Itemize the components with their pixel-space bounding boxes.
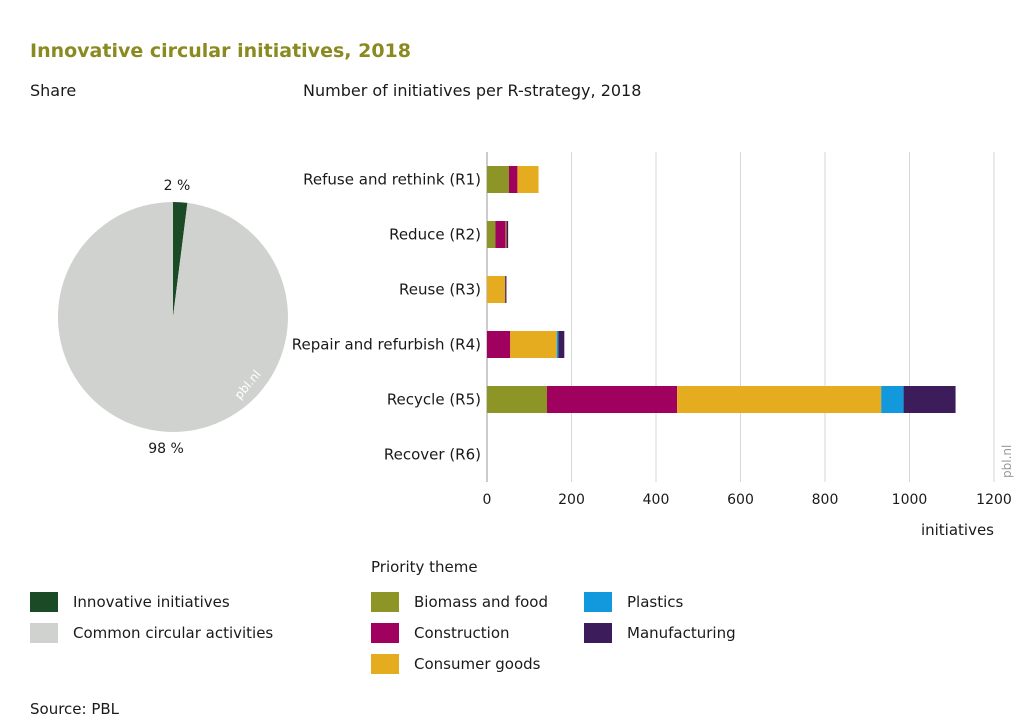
- legend-item-manufacturing: Manufacturing: [584, 617, 736, 648]
- bar-segment-construction: [508, 166, 518, 193]
- pie-chart: 2 %98 %pbl.nl: [57, 178, 288, 457]
- bar-segment-manufacturing: [506, 221, 509, 248]
- bar-watermark: pbl.nl: [1000, 445, 1014, 478]
- bar-segment-consumer: [677, 386, 882, 413]
- legend-item-construction: Construction: [371, 617, 510, 648]
- bar-subtitle: Number of initiatives per R-strategy, 20…: [303, 81, 642, 100]
- x-axis-label: initiatives: [921, 521, 994, 539]
- legend-swatch-consumer: [371, 653, 399, 674]
- legend-swatch-manufacturing: [584, 622, 612, 643]
- bar-segment-biomass: [487, 221, 496, 248]
- x-tick-label: 400: [643, 492, 670, 508]
- legend-label-biomass: Biomass and food: [414, 592, 548, 611]
- legend-swatch-plastics: [584, 591, 612, 612]
- x-tick-label: 0: [483, 492, 492, 508]
- bar-segment-consumer: [487, 276, 506, 303]
- theme-legend: Biomass and food Construction Consumer g…: [371, 586, 791, 686]
- bar-segment-construction: [487, 331, 511, 358]
- legend-swatch-construction: [371, 622, 399, 643]
- pie-slice-innovative: [173, 202, 188, 317]
- bar-segment-manufacturing: [903, 386, 956, 413]
- legend-swatch-common: [30, 622, 58, 643]
- legend-label-consumer: Consumer goods: [414, 654, 541, 673]
- pie-label-common: 98 %: [148, 441, 184, 457]
- legend-swatch-biomass: [371, 591, 399, 612]
- pie-legend: Innovative initiatives Common circular a…: [30, 586, 273, 648]
- x-tick-label: 600: [727, 492, 754, 508]
- legend-item-biomass: Biomass and food: [371, 586, 548, 617]
- legend-label-construction: Construction: [414, 623, 510, 642]
- category-label: Repair and refurbish (R4): [292, 336, 481, 354]
- bar-chart: 0 200 400 600 800 1000 1200 initiatives Refuse a…: [292, 152, 1014, 539]
- bar-segment-consumer: [505, 221, 507, 248]
- legend-item-common: Common circular activities: [30, 617, 273, 648]
- legend-item-consumer: Consumer goods: [371, 648, 540, 679]
- bar-segment-plastics: [556, 331, 559, 358]
- bar-segment-construction: [495, 221, 506, 248]
- legend-label-manufacturing: Manufacturing: [627, 623, 736, 642]
- bar-segment-manufacturing: [558, 331, 565, 358]
- theme-legend-title: Priority theme: [371, 558, 478, 576]
- category-label: Reduce (R2): [389, 226, 481, 244]
- legend-item-innovative: Innovative initiatives: [30, 586, 273, 617]
- legend-label-plastics: Plastics: [627, 592, 684, 611]
- x-tick-label: 1200: [976, 492, 1012, 508]
- category-label: Recycle (R5): [387, 391, 481, 409]
- legend-item-plastics: Plastics: [584, 586, 683, 617]
- source-note: Source: PBL: [30, 700, 120, 718]
- bar-segment-consumer: [517, 166, 539, 193]
- legend-swatch-innovative: [30, 591, 58, 612]
- x-tick-label: 800: [812, 492, 839, 508]
- pie-subtitle: Share: [30, 81, 77, 100]
- category-label: Refuse and rethink (R1): [303, 171, 481, 189]
- chart-title: Innovative circular initiatives, 2018: [30, 40, 411, 62]
- x-tick-label: 200: [558, 492, 585, 508]
- pie-slice-common: [57, 202, 288, 432]
- category-label: Recover (R6): [384, 446, 481, 464]
- x-tick-label: 1000: [892, 492, 928, 508]
- bar-segment-manufacturing: [505, 276, 507, 303]
- bar-segment-construction: [547, 386, 678, 413]
- legend-label-common: Common circular activities: [73, 623, 274, 642]
- bar-segment-biomass: [487, 166, 509, 193]
- pie-label-innovative: 2 %: [164, 178, 191, 194]
- bar-segment-biomass: [487, 386, 547, 413]
- bar-segment-consumer: [510, 331, 557, 358]
- legend-label-innovative: Innovative initiatives: [73, 592, 230, 611]
- category-label: Reuse (R3): [399, 281, 481, 299]
- bar-segment-plastics: [881, 386, 904, 413]
